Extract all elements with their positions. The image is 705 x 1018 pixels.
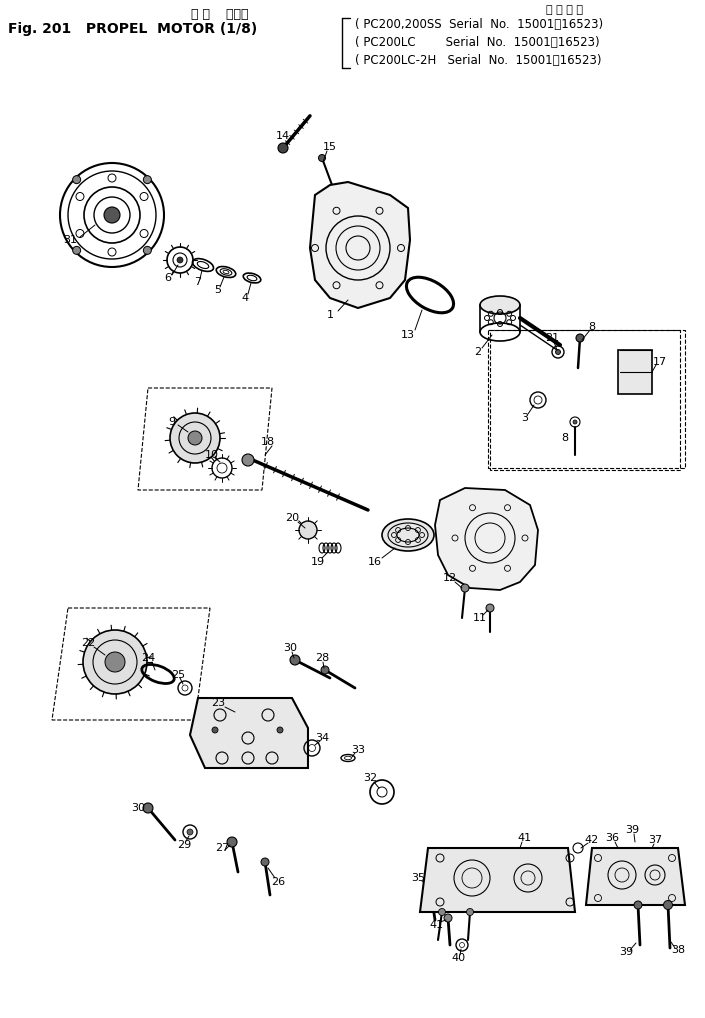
Polygon shape (190, 698, 308, 768)
Text: 11: 11 (473, 613, 487, 623)
Text: 18: 18 (261, 437, 275, 447)
Text: 30: 30 (131, 803, 145, 813)
Circle shape (73, 176, 80, 183)
Ellipse shape (382, 519, 434, 551)
Text: 41: 41 (517, 833, 531, 843)
Text: 6: 6 (164, 273, 171, 283)
Text: 33: 33 (351, 745, 365, 755)
Text: Fig. 201   PROPEL  MOTOR (1/8): Fig. 201 PROPEL MOTOR (1/8) (8, 22, 257, 36)
Text: 25: 25 (171, 670, 185, 680)
Text: 7: 7 (195, 277, 202, 287)
Circle shape (143, 803, 153, 813)
Ellipse shape (480, 296, 520, 314)
Circle shape (105, 652, 125, 672)
Circle shape (261, 858, 269, 866)
Circle shape (290, 655, 300, 665)
Text: 20: 20 (285, 513, 299, 523)
Text: 3: 3 (522, 413, 529, 423)
Text: 26: 26 (271, 876, 285, 887)
Text: 9: 9 (168, 417, 176, 427)
Text: 37: 37 (648, 835, 662, 845)
Text: 27: 27 (215, 843, 229, 853)
Text: 17: 17 (653, 357, 667, 367)
Circle shape (143, 176, 152, 183)
Text: ( PC200,200SS  Serial  No.  15001～16523): ( PC200,200SS Serial No. 15001～16523) (355, 18, 603, 31)
Text: 41: 41 (429, 920, 443, 930)
Text: 23: 23 (211, 698, 225, 708)
Circle shape (467, 908, 474, 915)
Text: 8: 8 (561, 433, 568, 443)
Polygon shape (310, 182, 410, 308)
Text: ( PC200LC-2H   Serial  No.  15001～16523): ( PC200LC-2H Serial No. 15001～16523) (355, 54, 601, 67)
Circle shape (634, 901, 642, 909)
Circle shape (461, 584, 469, 592)
Text: 42: 42 (585, 835, 599, 845)
Circle shape (83, 630, 147, 694)
Circle shape (444, 914, 452, 922)
Text: 19: 19 (311, 557, 325, 567)
Circle shape (278, 143, 288, 153)
Circle shape (212, 727, 218, 733)
Circle shape (187, 829, 193, 835)
Circle shape (299, 521, 317, 539)
Text: 13: 13 (401, 330, 415, 340)
Text: 39: 39 (625, 825, 639, 835)
Text: 22: 22 (81, 638, 95, 648)
Circle shape (486, 604, 494, 612)
Circle shape (556, 349, 560, 354)
Text: 8: 8 (589, 322, 596, 332)
Text: 32: 32 (363, 773, 377, 783)
Text: 35: 35 (411, 873, 425, 883)
Text: 14: 14 (276, 131, 290, 142)
Text: 15: 15 (323, 142, 337, 152)
Text: 34: 34 (315, 733, 329, 743)
Text: 29: 29 (177, 840, 191, 850)
Text: 12: 12 (443, 573, 457, 583)
Circle shape (188, 431, 202, 445)
Circle shape (426, 882, 434, 891)
Circle shape (227, 837, 237, 847)
Circle shape (439, 908, 446, 915)
Polygon shape (420, 848, 575, 912)
Circle shape (277, 727, 283, 733)
Text: 40: 40 (451, 953, 465, 963)
Circle shape (73, 246, 80, 254)
Circle shape (104, 207, 120, 223)
Text: 差 行    モータ: 差 行 モータ (191, 8, 249, 21)
Circle shape (321, 666, 329, 674)
Circle shape (663, 901, 673, 909)
Circle shape (319, 155, 326, 162)
Text: 38: 38 (671, 945, 685, 955)
Circle shape (170, 413, 220, 463)
Text: 10: 10 (205, 450, 219, 460)
Circle shape (573, 420, 577, 425)
Text: 39: 39 (619, 947, 633, 957)
Text: 28: 28 (315, 653, 329, 663)
Circle shape (242, 454, 254, 466)
Text: 5: 5 (214, 285, 221, 295)
Text: 4: 4 (241, 293, 249, 303)
Text: 16: 16 (368, 557, 382, 567)
Text: 24: 24 (141, 653, 155, 663)
Text: 30: 30 (283, 643, 297, 653)
Text: 適 用 番 号: 適 用 番 号 (546, 5, 584, 15)
Text: 31: 31 (63, 235, 77, 245)
Text: 36: 36 (605, 833, 619, 843)
Polygon shape (435, 488, 538, 590)
Polygon shape (586, 848, 685, 905)
Circle shape (177, 257, 183, 263)
Text: 1: 1 (326, 310, 333, 320)
Bar (618, 350, 652, 394)
Text: 2: 2 (474, 347, 482, 357)
Text: 21: 21 (545, 333, 559, 343)
Text: ( PC200LC        Serial  No.  15001～16523): ( PC200LC Serial No. 15001～16523) (355, 36, 600, 49)
Circle shape (576, 334, 584, 342)
Circle shape (143, 246, 152, 254)
